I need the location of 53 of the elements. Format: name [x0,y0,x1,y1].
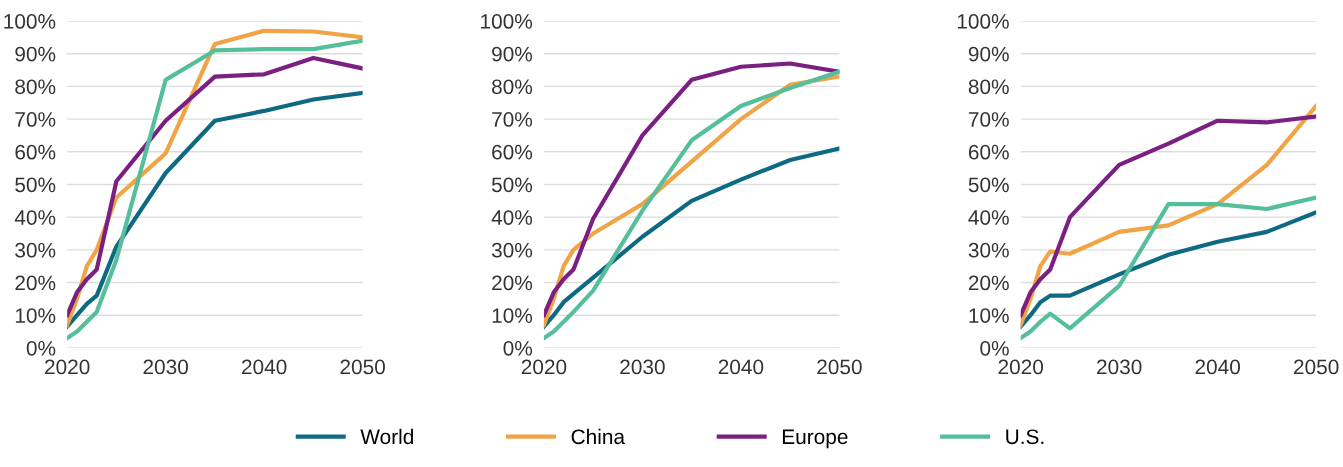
y-tick-label: 40% [491,210,533,225]
x-tick-label: 2020 [998,359,1044,375]
y-tick-label: 50% [491,177,533,193]
y-tick-label: 50% [968,177,1009,193]
y-tick-label: 10% [492,308,533,323]
y-tick-label: 90% [968,46,1009,62]
legend-label: China [571,428,626,445]
line-series [1020,195,1317,341]
legend-label: World [360,428,413,445]
x-tick-label: 2050 [1294,359,1339,375]
x-tick-label: 2030 [620,359,665,375]
y-tick-label: 0% [26,340,56,356]
y-tick-label: 60% [492,144,533,160]
x-tick-label: 2020 [521,359,567,375]
y-tick-label: 90% [15,46,56,62]
y-tick-label: 60% [15,144,56,160]
y-tick-label: 40% [968,210,1009,225]
y-tick-label: 40% [14,210,56,225]
line-series [67,90,363,329]
legend-label: Europe [782,429,848,449]
x-tick-label: 2040 [1195,359,1241,375]
y-tick-label: 50% [15,177,56,193]
x-tick-label: 2050 [817,359,862,375]
y-tick-label: 100% [957,14,1009,29]
y-tick-label: 70% [15,112,56,127]
x-tick-label: 2030 [143,359,188,375]
y-tick-label: 20% [968,275,1009,291]
y-tick-label: 30% [15,242,56,258]
y-tick-label: 70% [492,112,533,127]
y-tick-label: 100% [481,14,533,29]
x-tick-label: 2030 [1097,359,1142,375]
y-tick-label: 90% [492,46,533,62]
x-tick-label: 2040 [242,359,287,375]
y-tick-label: 20% [492,275,533,291]
x-tick-label: 2040 [718,359,764,375]
y-tick-label: 0% [503,340,533,356]
y-tick-label: 10% [15,308,56,323]
y-tick-label: 60% [968,144,1009,160]
x-tick-label: 2020 [45,359,90,375]
y-tick-label: 0% [980,340,1009,356]
line-series [543,146,840,329]
y-tick-label: 100% [4,14,56,29]
line-series [1020,210,1317,329]
y-tick-label: 30% [968,242,1009,258]
x-tick-label: 2050 [340,359,385,375]
y-tick-label: 80% [15,79,56,95]
legend-label: U.S. [1006,429,1044,445]
y-tick-label: 80% [968,79,1009,95]
y-tick-label: 10% [969,308,1009,323]
y-tick-label: 70% [968,112,1009,127]
y-tick-label: 80% [492,79,533,95]
y-tick-label: 20% [15,275,56,291]
y-tick-label: 30% [491,242,533,258]
